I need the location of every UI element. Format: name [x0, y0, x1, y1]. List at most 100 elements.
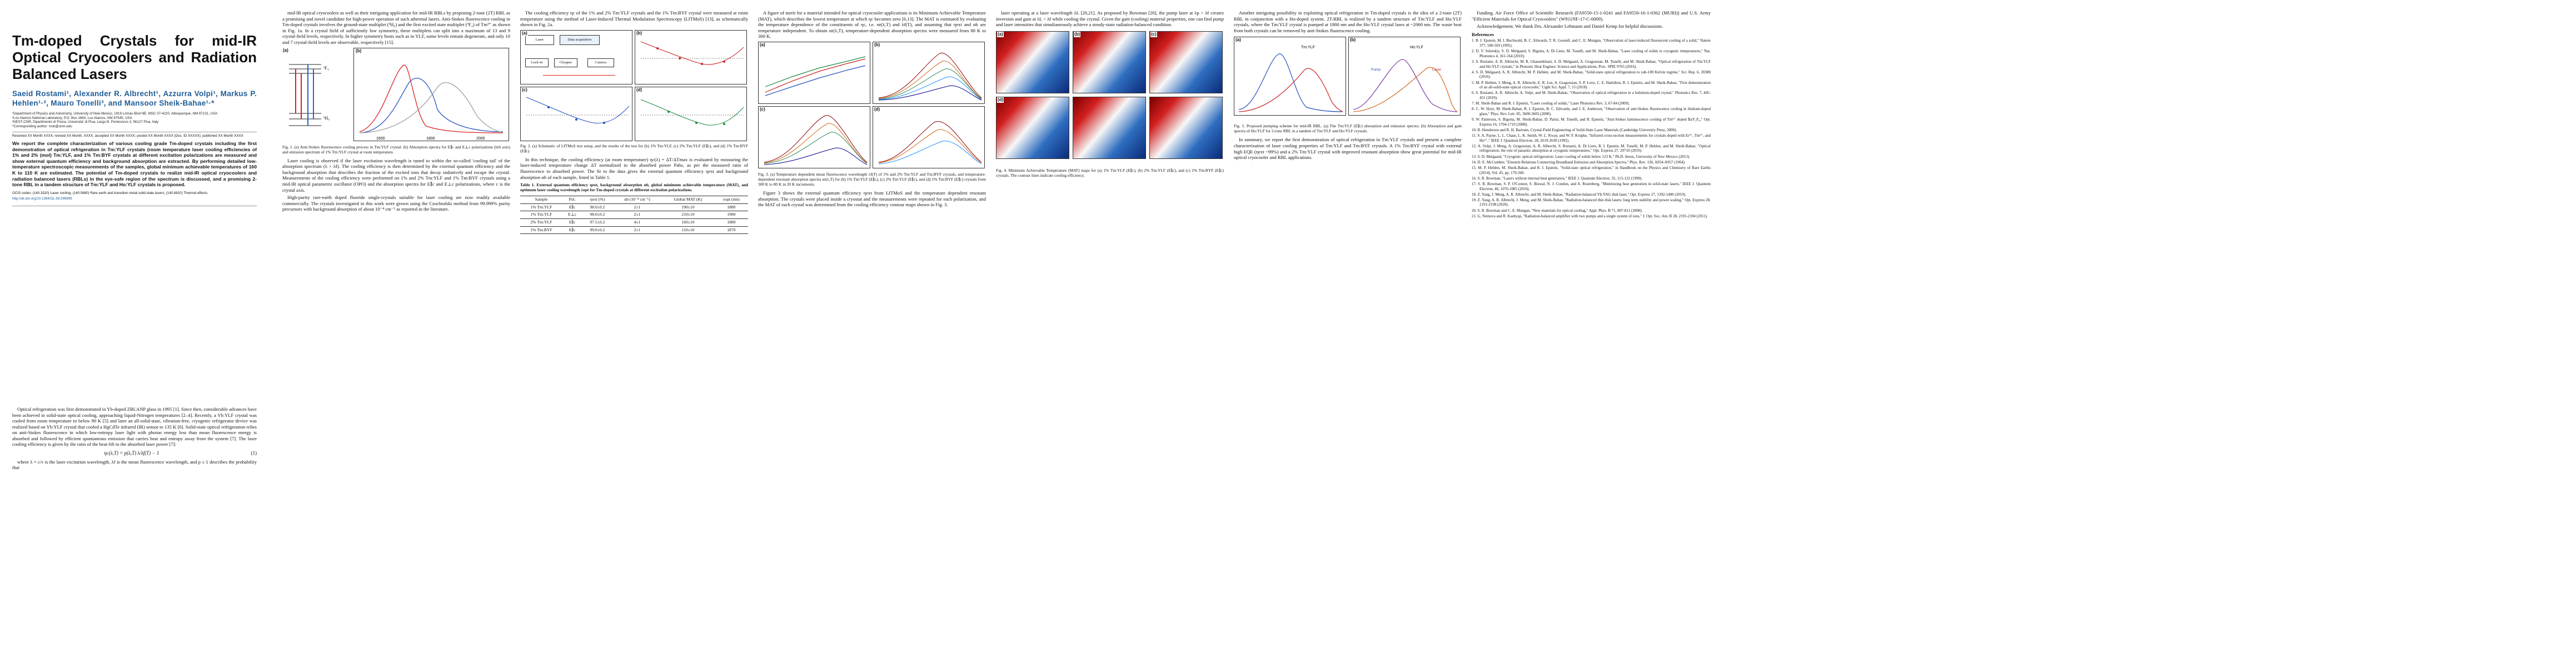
mat-map-a: (a): [996, 31, 1069, 93]
table-cell: 160±10: [661, 218, 715, 227]
table-cell: 1870: [714, 226, 748, 235]
energy-level-diagram: ³F₄ ³H₆ (a): [282, 47, 349, 140]
panel-label: (a): [521, 30, 528, 37]
absorption-emission-plot: 1600 1800 2000 (b): [353, 47, 509, 141]
beam-path: [543, 74, 615, 76]
absorption-c-svg: [764, 115, 868, 165]
reference-item: 13. S. D. Melgaard, "Cryogenic optical r…: [1472, 154, 1690, 159]
tm-yLF-spectra: Tm:YLF (a): [1234, 37, 1346, 116]
column-5: laser operating at a laser wavelength λL…: [996, 10, 1224, 181]
table-cell: 210±10: [661, 211, 715, 219]
reference-item: 7. M. Sheik-Bahae and R. I. Epstein, "La…: [1472, 101, 1630, 106]
column-3: The cooling efficiency ηc of the 1% and …: [520, 10, 748, 236]
energy-level-svg: [289, 64, 321, 126]
abstract: We report the complete characterization …: [12, 140, 257, 188]
mean-fluorescence-plot: (a): [758, 41, 870, 104]
arrow-label: Pump: [1371, 68, 1381, 72]
reference-item: 18. Z. Yang, J. Meng, A. R. Albrecht, an…: [1472, 192, 1686, 197]
table-cell: E∥c: [562, 226, 582, 235]
author-list: Saeid Rostami¹, Alexander R. Albrecht¹, …: [12, 89, 257, 107]
panel-label: (b): [355, 48, 362, 54]
table-row: 1% Tm:BYF E∥c 99.0±0.2 2±1 110±10 1870: [520, 226, 748, 235]
table-cell: 98.0±0.2: [582, 211, 613, 219]
chopper-box: Chopper: [554, 58, 577, 67]
litmos-result-c: (c): [520, 86, 632, 141]
panel-label: (b): [1349, 37, 1357, 43]
reference-item: 1. R. I. Epstein, M. I. Buchwald, B. C. …: [1472, 38, 1711, 48]
funding: Funding. Air Force Office of Scientific …: [1472, 10, 1711, 22]
table-cell: 2±1: [612, 226, 662, 235]
table-cell: 2±1: [612, 211, 662, 219]
reference-item: 16. S. R. Bowman, "Lasers without intern…: [1472, 176, 1643, 181]
body-paragraph: where λ = c/ν is the laser excitation wa…: [12, 459, 257, 471]
reference-item: 3. S. Rostami, A. R. Albrecht, M. R. Gha…: [1472, 59, 1711, 69]
litmos-result-d: (d): [635, 86, 747, 141]
table-cell: E∥c: [562, 218, 582, 227]
equation-text: ηc(λ,T) = p(λ,T) λ/λf(T) − 1: [104, 450, 160, 456]
column-7: Funding. Air Force Office of Scientific …: [1472, 10, 1711, 220]
body-paragraph: Optical refrigeration was first demonstr…: [12, 406, 257, 447]
panel-label: (a): [282, 47, 289, 54]
fig5a-svg: Tm:YLF: [1238, 46, 1343, 112]
absorption-d-svg: [878, 121, 982, 165]
reference-item: 19. Z. Yang, A. R. Albrecht, J. Meng, an…: [1472, 197, 1711, 207]
reference-item: 9. W. Patterson, S. Bigotta, M. Sheik-Ba…: [1472, 117, 1711, 127]
table-cell: 1% Tm:BYF: [520, 226, 562, 235]
table-cell: 1900: [714, 211, 748, 219]
resonant-absorption-BYF: (d): [873, 106, 985, 168]
fig5b-svg: Ho:YLF Pump Laser: [1353, 46, 1458, 112]
table-header: λopt (nm): [714, 196, 748, 204]
body-paragraph: Laser cooling is observed if the laser e…: [282, 157, 510, 193]
series-label: Tm:YLF: [1301, 46, 1315, 49]
figure-3-caption: Fig. 3. (a) Temperature dependent mean f…: [758, 171, 986, 187]
ocis-codes: OCIS codes: (140.3320) Laser cooling; (1…: [12, 191, 208, 195]
panel-label: (a): [759, 42, 766, 48]
corresponding-author: *Corresponding author: msb@unm.edu: [12, 124, 72, 128]
litmos-result-b: (b): [635, 29, 747, 84]
reference-item: 4. S. D. Melgaard, A. R. Albrecht, M. P.…: [1472, 69, 1711, 79]
table-header-row: Sample Pol. ηext (%) αb (10⁻⁴ cm⁻¹) Glob…: [520, 196, 748, 204]
ho-yLF-spectra: Ho:YLF Pump Laser (b): [1348, 37, 1461, 116]
table-cell: 97.5±0.2: [582, 218, 613, 227]
litmos-d-svg: [640, 99, 744, 126]
equation-number: (1): [251, 450, 257, 456]
affiliation: ¹Department of Physics and Astronomy, Un…: [12, 112, 218, 116]
reference-item: 8. C. W. Hoyt, M. Sheik-Bahae, R. I. Eps…: [1472, 107, 1711, 116]
table-cell: 1880: [714, 218, 748, 227]
body-paragraph: High-purity rare-earth doped fluoride si…: [282, 195, 510, 212]
camera-box: Camera: [587, 58, 614, 67]
body-paragraph: laser operating at a laser wavelength λL…: [996, 10, 1224, 28]
body-paragraph: The cooling efficiency ηc of the 1% and …: [520, 10, 748, 28]
reference-item: 6. S. Rostami, A. R. Albrecht, A. Volpi,…: [1472, 91, 1711, 100]
figure-1: ³F₄ ³H₆ (a) 1600 1800 2000 (b): [282, 47, 510, 142]
table-cell: 1880: [714, 203, 748, 212]
level-label: ³H₆: [323, 115, 330, 121]
table-cell: E∥c: [562, 203, 582, 212]
references-heading: References: [1472, 31, 1494, 37]
reference-item: 14. D. E. McCumber, "Einstein Relations …: [1472, 160, 1686, 165]
reference-item: 20. S. R. Bowman and C. E. Mungan, "New …: [1472, 208, 1643, 213]
table-header: Global MAT (K): [661, 196, 715, 204]
body-paragraph: Another intriguing possibility in exploi…: [1234, 10, 1462, 33]
paper-title: Tm-doped Crystals for mid-IR Optical Cry…: [12, 32, 257, 82]
panel-label: (d): [636, 87, 643, 93]
figure-2-caption: Fig. 2. (a) Schematic of LITMoS test set…: [520, 143, 748, 153]
arrow-label: Laser: [1432, 68, 1442, 72]
acknowledgement: Acknowledgement. We thank Drs. Alexander…: [1477, 23, 1663, 29]
table-cell: 99.0±0.2: [582, 226, 613, 235]
reference-item: 2. D. V. Seletskiy, S. D. Melgaard, S. B…: [1472, 49, 1711, 58]
panel-label: (a): [997, 31, 1004, 38]
figure-4: (a) (b) (c) (d): [996, 31, 1224, 165]
panel-label: (b): [636, 30, 643, 37]
table-header: ηext (%): [582, 196, 613, 204]
body-paragraph: A figure of merit for a material intende…: [758, 10, 986, 39]
table-cell: E⊥c: [562, 211, 582, 219]
column-1: Tm-doped Crystals for mid-IR Optical Cry…: [12, 10, 257, 472]
table-header: Pol.: [562, 196, 582, 204]
reference-list: 1. R. I. Epstein, M. I. Buchwald, B. C. …: [1472, 38, 1711, 218]
lockin-box: Lock-in: [525, 58, 549, 67]
table-1-caption: Table 1. External quantum efficiency ηex…: [520, 182, 748, 193]
table-cell: 1% Tm:YLF: [520, 203, 562, 212]
lambda-f-svg: [765, 56, 866, 96]
doi-link[interactable]: http://dx.doi.org/10.1364/OL.99.099999: [12, 196, 257, 206]
